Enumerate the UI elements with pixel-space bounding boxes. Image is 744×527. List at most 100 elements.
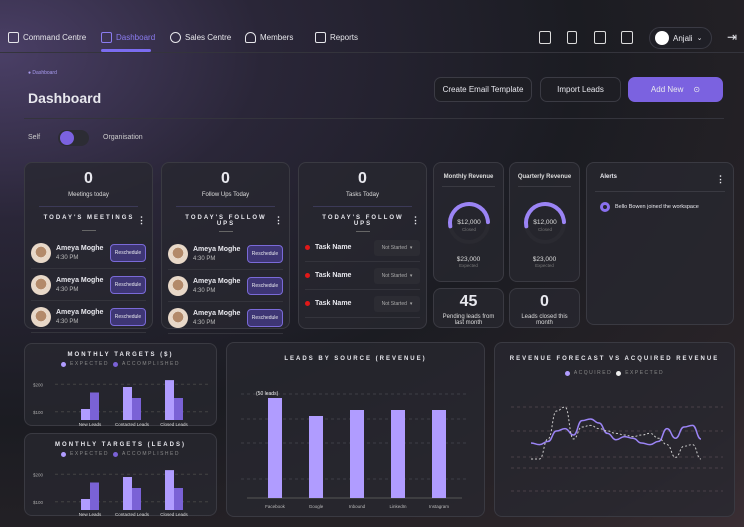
more-icon[interactable]: ⋮ bbox=[274, 215, 283, 225]
expected-value: $23,000 bbox=[532, 256, 557, 263]
list-item: Ameya Moghe 4:30 PM Reschedule bbox=[31, 301, 146, 333]
x-tick-label: New Leads bbox=[79, 512, 102, 517]
task-name: Task Name bbox=[315, 300, 352, 307]
closed-label: Closed bbox=[462, 227, 477, 232]
y-tick-label: $100 bbox=[33, 410, 44, 415]
tasks-label: Tasks Today bbox=[346, 192, 379, 198]
list-item: Ameya Moghe 4:30 PM Reschedule bbox=[168, 302, 283, 334]
chart-title: MONTHLY TARGETS ($) bbox=[67, 352, 174, 358]
legend-label: ACCOMPLISHED bbox=[121, 451, 180, 457]
x-tick-label: Closed Leads bbox=[160, 512, 188, 517]
legend-label: ACQUIRED bbox=[573, 370, 613, 376]
x-tick-label: Facebook bbox=[265, 504, 286, 509]
reschedule-button[interactable]: Reschedule bbox=[247, 244, 283, 263]
more-icon[interactable]: ⋮ bbox=[716, 174, 725, 184]
reschedule-button[interactable]: Reschedule bbox=[247, 276, 283, 295]
meetings-label: Meetings today bbox=[68, 192, 109, 198]
monthly-targets-dollar-chart: MONTHLY TARGETS ($) EXPECTED ACCOMPLISHED $… bbox=[24, 343, 217, 427]
more-icon[interactable]: ⋮ bbox=[137, 215, 146, 225]
y-tick-label: $100 bbox=[33, 500, 44, 505]
x-tick-label: Inbound bbox=[349, 504, 366, 509]
pending-leads-card: 45 Pending leads from last month bbox=[433, 288, 504, 328]
task-name: Task Name bbox=[315, 244, 352, 251]
nav-members[interactable]: Members bbox=[245, 32, 293, 43]
clipboard-icon[interactable] bbox=[567, 31, 577, 44]
followups-card: 0 Follow Ups Today TODAY'S FOLLOW UPS ⋮ A… bbox=[161, 162, 290, 334]
bar bbox=[309, 416, 323, 498]
x-tick-label: New Leads bbox=[79, 422, 102, 427]
page-title: Dashboard bbox=[28, 90, 102, 106]
reschedule-button[interactable]: Reschedule bbox=[110, 275, 146, 294]
x-tick-label: LinkedIn bbox=[389, 504, 407, 509]
nav-sales-centre[interactable]: Sales Centre bbox=[170, 32, 231, 43]
monthly-revenue-card: Monthly Revenue $12,000 Closed $23,000 Exp… bbox=[433, 162, 504, 282]
calendar-icon[interactable] bbox=[594, 31, 606, 44]
chat-icon[interactable] bbox=[621, 31, 633, 44]
legend-label: EXPECTED bbox=[70, 451, 109, 457]
chart-title: MONTHLY TARGETS (LEADS) bbox=[55, 442, 186, 448]
status-dropdown[interactable]: Not Started ▾ bbox=[374, 295, 420, 312]
reschedule-button[interactable]: Reschedule bbox=[247, 308, 283, 327]
bar bbox=[268, 398, 282, 498]
closed-value: $12,000 bbox=[457, 219, 481, 226]
legend-label: EXPECTED bbox=[70, 361, 109, 367]
status-dot-icon bbox=[305, 245, 310, 250]
task-name: Task Name bbox=[315, 272, 352, 279]
task-row: Task Name Not Started ▾ bbox=[305, 290, 420, 318]
bar bbox=[165, 470, 174, 510]
closed-label: Closed bbox=[538, 227, 553, 232]
status-dropdown[interactable]: Not Started ▾ bbox=[374, 267, 420, 284]
chart-title: LEADS BY SOURCE (REVENUE) bbox=[284, 356, 427, 362]
legend-swatch bbox=[61, 451, 67, 457]
legend-label: EXPECTED bbox=[625, 370, 665, 376]
tasks-card: 0 Tasks Today TODAY'S FOLLOW UPS ⋮ Task N… bbox=[298, 162, 427, 329]
legend-swatch bbox=[112, 451, 118, 457]
person-name: Ameya Moghe bbox=[56, 308, 104, 316]
time: 4:30 PM bbox=[193, 287, 216, 294]
avatar bbox=[655, 31, 669, 45]
quarterly-revenue-card: Quarterly Revenue $12,000 Closed $23,000 E… bbox=[509, 162, 580, 282]
y-tick-label: $200 bbox=[33, 382, 44, 387]
caret-down-icon: ▾ bbox=[409, 300, 413, 307]
nav-command-centre[interactable]: Command Centre bbox=[8, 32, 86, 43]
nav-dashboard[interactable]: Dashboard bbox=[101, 32, 155, 43]
expected-label: Expected bbox=[535, 263, 554, 268]
y-tick-label: $200 bbox=[33, 472, 44, 477]
self-organisation-toggle[interactable] bbox=[58, 130, 89, 146]
leads-closed-value: 0 bbox=[540, 293, 549, 310]
leads-closed-card: 0 Leads closed this month bbox=[509, 288, 580, 328]
user-menu[interactable]: Anjali ⌄ bbox=[649, 27, 712, 49]
breadcrumb[interactable]: ● Dashboard bbox=[28, 70, 57, 76]
add-new-button[interactable]: Add New ⊙ bbox=[628, 77, 723, 102]
bar-chart-icon bbox=[315, 32, 326, 43]
bar bbox=[132, 398, 141, 420]
nav-reports[interactable]: Reports bbox=[315, 32, 358, 43]
avatar bbox=[31, 274, 51, 295]
folder-icon[interactable] bbox=[539, 31, 551, 44]
active-tab-indicator bbox=[101, 49, 151, 52]
expected-line bbox=[531, 406, 702, 460]
person-name: Ameya Moghe bbox=[193, 309, 241, 317]
alert-item[interactable]: Bello Bowen joined the workspace bbox=[587, 202, 733, 212]
reschedule-button[interactable]: Reschedule bbox=[110, 243, 146, 262]
bar bbox=[81, 409, 90, 420]
status-dropdown[interactable]: Not Started ▾ bbox=[374, 239, 420, 256]
followups-count: 0 bbox=[221, 170, 230, 187]
import-leads-button[interactable]: Import Leads bbox=[540, 77, 621, 102]
cube-icon bbox=[8, 32, 19, 43]
create-email-template-button[interactable]: Create Email Template bbox=[434, 77, 532, 102]
more-icon[interactable]: ⋮ bbox=[411, 215, 420, 225]
bar bbox=[123, 387, 132, 420]
list-item: Ameya Moghe 4:30 PM Reschedule bbox=[168, 270, 283, 302]
bar bbox=[90, 392, 99, 420]
chart-legend: ACQUIRED EXPECTED bbox=[495, 370, 734, 376]
avatar bbox=[31, 306, 51, 327]
logout-icon[interactable]: ⇥ bbox=[727, 30, 738, 44]
pending-leads-label: Pending leads from last month bbox=[442, 314, 495, 326]
followups-label: Follow Ups Today bbox=[201, 192, 250, 198]
chevron-down-icon: ⌄ bbox=[696, 35, 703, 42]
reschedule-button[interactable]: Reschedule bbox=[110, 307, 146, 326]
chevron-circle-icon: ⊙ bbox=[693, 85, 701, 94]
alerts-title: Alerts bbox=[600, 174, 618, 180]
bar bbox=[90, 482, 99, 510]
